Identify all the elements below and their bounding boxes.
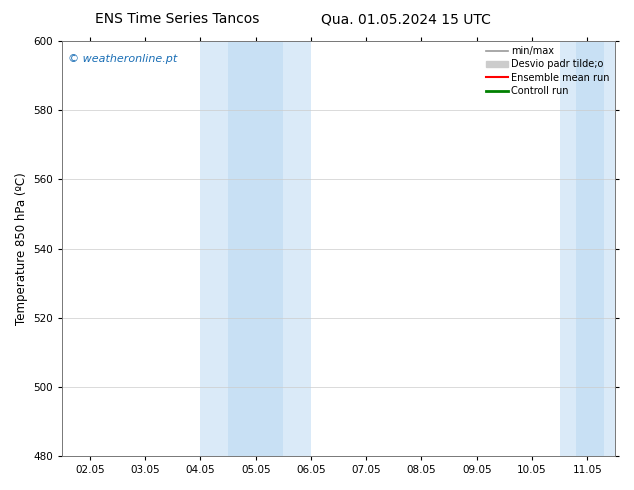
Legend: min/max, Desvio padr tilde;o, Ensemble mean run, Controll run: min/max, Desvio padr tilde;o, Ensemble m… [484, 44, 612, 98]
Bar [200, 41, 311, 456]
Bar [560, 41, 615, 456]
Text: ENS Time Series Tancos: ENS Time Series Tancos [95, 12, 260, 26]
Bar [576, 41, 604, 456]
Y-axis label: Temperature 850 hPa (ºC): Temperature 850 hPa (ºC) [15, 172, 28, 325]
Text: Qua. 01.05.2024 15 UTC: Qua. 01.05.2024 15 UTC [321, 12, 491, 26]
Text: © weatheronline.pt: © weatheronline.pt [68, 54, 177, 64]
Bar [228, 41, 283, 456]
